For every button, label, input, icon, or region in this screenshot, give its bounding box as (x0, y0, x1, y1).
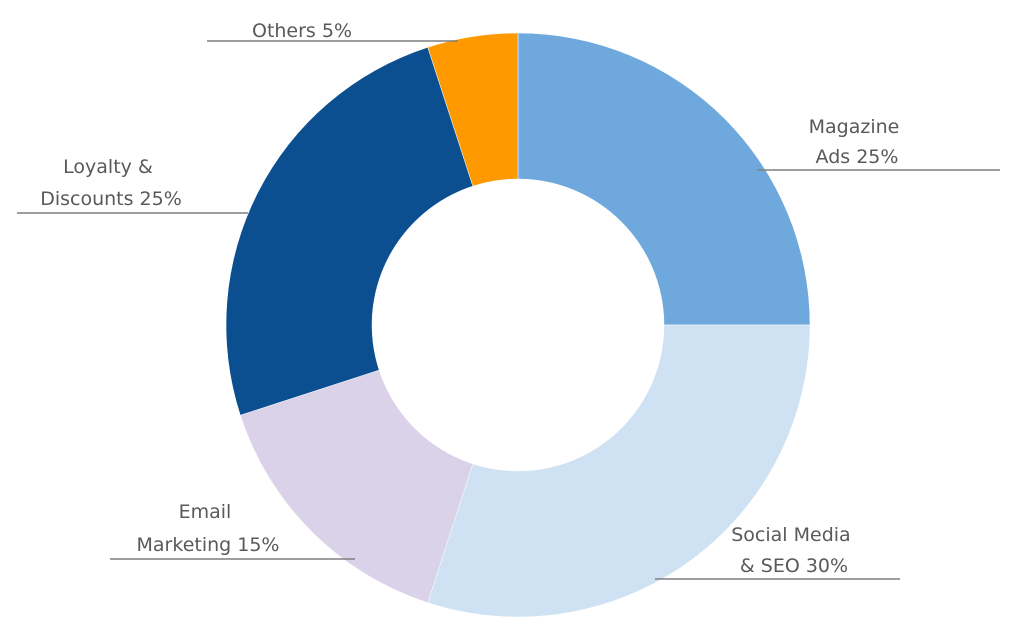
slice-label-magazine-ads-line-2: Ads 25% (816, 146, 899, 168)
slice-label-email-marketing: Email Marketing 15% (137, 501, 280, 556)
slice-label-social-media-seo-line-2: & SEO 30% (740, 555, 848, 577)
slice-label-loyalty-discounts-line-2: Discounts 25% (40, 188, 182, 210)
slice-social-media-seo (427, 324, 811, 618)
slice-label-social-media-seo: Social Media & SEO 30% (731, 524, 856, 577)
slice-label-others-line-1: Others 5% (252, 20, 352, 42)
slice-label-loyalty-discounts-line-1: Loyalty & (63, 156, 153, 178)
slice-label-others: Others 5% (252, 20, 352, 42)
slice-loyalty-discounts (225, 46, 474, 416)
slice-label-email-marketing-line-2: Marketing 15% (137, 534, 280, 556)
slice-label-magazine-ads: Magazine Ads 25% (809, 116, 906, 168)
slice-label-loyalty-discounts: Loyalty & Discounts 25% (40, 156, 182, 210)
slice-magazine-ads (517, 32, 811, 326)
leader-lines (17, 40, 1000, 580)
slice-label-email-marketing-line-1: Email (179, 501, 232, 523)
slice-email-marketing (239, 369, 474, 604)
donut-slices (225, 32, 811, 618)
slice-label-magazine-ads-line-1: Magazine (809, 116, 900, 138)
slice-label-social-media-seo-line-1: Social Media (731, 524, 850, 546)
